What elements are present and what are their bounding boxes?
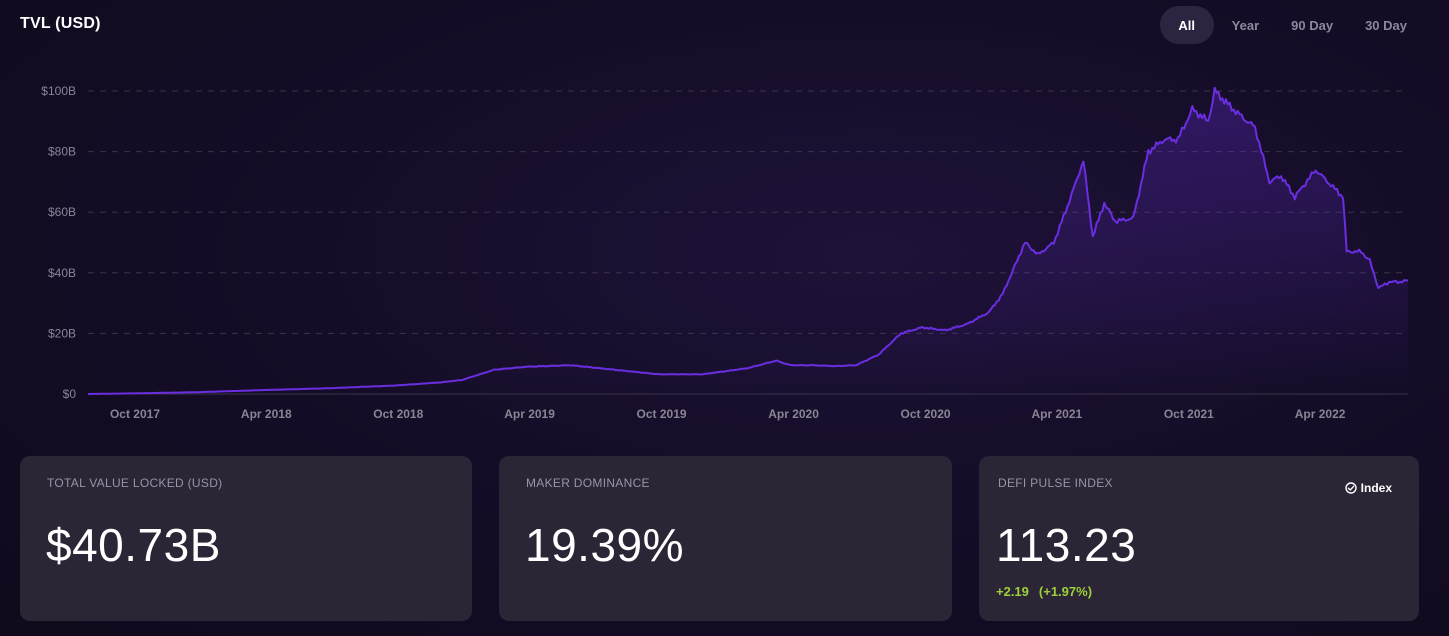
x-tick-label: Oct 2020 (901, 407, 951, 421)
defi-pulse-index-card: DEFI PULSE INDEX Index 113.23 +2.19 (+1.… (979, 456, 1419, 621)
index-link-label: Index (1360, 481, 1392, 495)
y-tick-label: $20B (48, 326, 76, 340)
change-value: +2.19 (996, 584, 1029, 599)
x-tick-label: Oct 2019 (637, 407, 687, 421)
chart-title: TVL (USD) (20, 15, 101, 32)
x-tick-label: Apr 2020 (768, 407, 819, 421)
y-tick-label: $100B (41, 84, 76, 98)
x-tick-label: Apr 2022 (1295, 407, 1346, 421)
tvl-chart[interactable]: $0 $20B $40B $60B $80B $100B Oct 2017 Apr 2018… (0, 60, 1449, 440)
tvl-line (88, 86, 1409, 395)
maker-dominance-label: MAKER DOMINANCE (526, 476, 650, 490)
y-tick-label: $80B (48, 145, 76, 159)
tvl-area (88, 87, 1408, 394)
y-tick-label: $60B (48, 205, 76, 219)
range-90-day-button[interactable]: 90 Day (1291, 17, 1334, 33)
time-range-selector: All Year 90 Day 30 Day (1159, 6, 1421, 44)
range-year-button[interactable]: Year (1231, 17, 1260, 33)
defi-pulse-index-label: DEFI PULSE INDEX (998, 476, 1113, 490)
check-circle-icon (1344, 482, 1357, 494)
defi-pulse-index-change: +2.19 (+1.97%) (996, 584, 1092, 599)
maker-dominance-value: 19.39% (525, 519, 685, 571)
range-all-button[interactable]: All (1159, 6, 1214, 44)
x-tick-label: Oct 2018 (373, 407, 423, 421)
tvl-card: TOTAL VALUE LOCKED (USD) $40.73B (20, 456, 472, 621)
x-tick-label: Apr 2018 (241, 407, 292, 421)
change-percent: (+1.97%) (1038, 584, 1093, 599)
x-tick-label: Apr 2019 (504, 407, 555, 421)
tvl-card-value: $40.73B (46, 519, 221, 571)
range-30-day-button[interactable]: 30 Day (1365, 17, 1407, 33)
y-tick-label: $40B (48, 266, 76, 280)
maker-dominance-card: MAKER DOMINANCE 19.39% (499, 456, 952, 621)
y-tick-label: $0 (63, 387, 77, 401)
tvl-card-label: TOTAL VALUE LOCKED (USD) (47, 476, 223, 490)
x-tick-label: Apr 2021 (1031, 407, 1082, 421)
defi-pulse-index-value: 113.23 (996, 519, 1137, 571)
x-tick-label: Oct 2017 (110, 407, 160, 421)
index-link[interactable]: Index (1344, 481, 1392, 495)
x-tick-label: Oct 2021 (1164, 407, 1214, 421)
